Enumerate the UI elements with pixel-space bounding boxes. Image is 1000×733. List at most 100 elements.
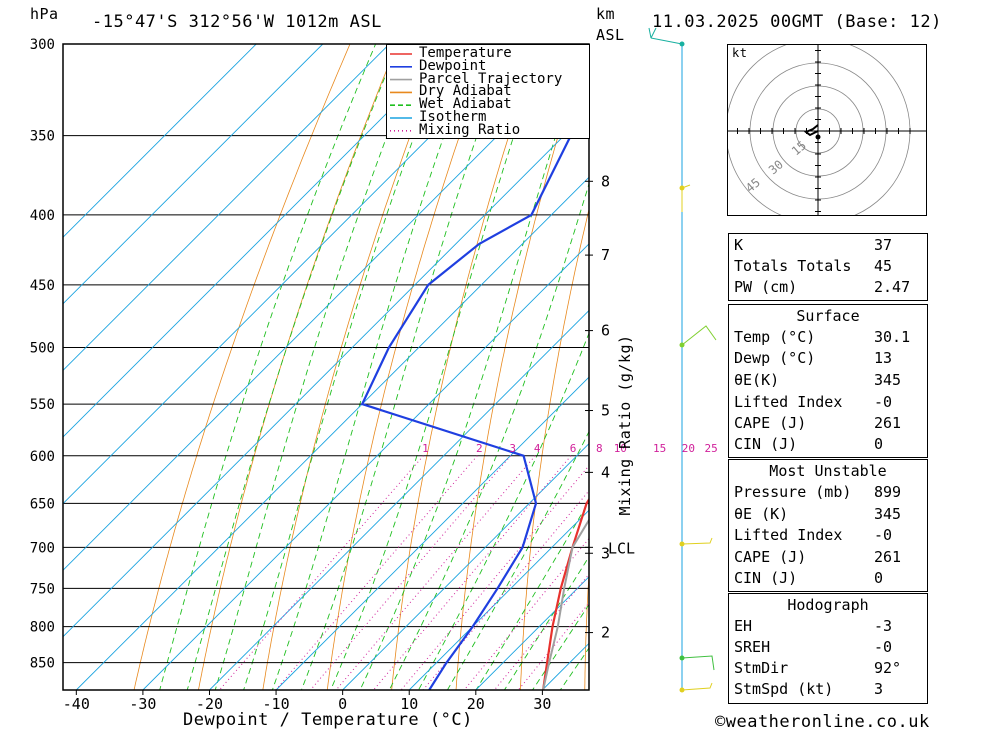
indices-hodograph: Hodograph EH -3 SREH -0 StmDir 92° StmSpd (… bbox=[728, 593, 928, 704]
wind-level-dot bbox=[679, 541, 685, 547]
indices-most-unstable: Most Unstable Pressure (mb) 899 θE (K) 345… bbox=[728, 459, 928, 592]
asl-label: ASL bbox=[596, 26, 625, 44]
pressure-tick-label: 400 bbox=[30, 208, 55, 224]
mixing-ratio-label: 15 bbox=[653, 442, 666, 455]
series-parcel-trajectory-line bbox=[542, 518, 589, 690]
index-value: 261 bbox=[874, 414, 902, 432]
km-tick-label: 7 bbox=[601, 246, 610, 264]
index-label: EH bbox=[734, 617, 753, 635]
x-tick-label: -30 bbox=[129, 695, 156, 713]
pressure-tick-label: 650 bbox=[30, 496, 55, 512]
pressure-tick-label: 550 bbox=[30, 397, 55, 413]
mixing-ratio-line bbox=[400, 464, 589, 690]
dry-adiabat bbox=[133, 44, 351, 690]
dry-adiabat bbox=[584, 568, 589, 690]
index-value: 37 bbox=[874, 236, 893, 254]
wet-adiabat bbox=[359, 44, 586, 690]
mixing-ratio-label: 20 bbox=[682, 442, 695, 455]
plot-frame bbox=[62, 43, 590, 691]
index-value: 899 bbox=[874, 483, 902, 501]
mixing-ratio-label: 4 bbox=[534, 442, 541, 455]
isotherm bbox=[63, 44, 324, 305]
mixing-ratio-line bbox=[517, 602, 589, 690]
isotherm bbox=[63, 44, 457, 438]
isotherm bbox=[75, 176, 589, 690]
km-tick-label: 4 bbox=[601, 463, 610, 481]
x-tick-label: -10 bbox=[263, 695, 290, 713]
legend-label: Parcel Trajectory bbox=[419, 70, 563, 87]
index-label: K bbox=[734, 236, 744, 254]
x-tick-label: 10 bbox=[400, 695, 418, 713]
index-label: CIN (J) bbox=[734, 569, 798, 587]
dry-adiabat bbox=[996, 44, 1000, 690]
mixing-ratio-label: 8 bbox=[596, 442, 603, 455]
x-tick-label: -40 bbox=[63, 695, 90, 713]
mixing-ratio-label: 10 bbox=[614, 442, 627, 455]
x-axis-title: Dewpoint / Temperature (°C) bbox=[183, 710, 473, 730]
copyright-link[interactable]: ©weatheronline.co.uk bbox=[715, 712, 930, 732]
index-value: -0 bbox=[874, 526, 893, 544]
hodograph-ring-label: 15 bbox=[789, 138, 809, 158]
legend-label: Mixing Ratio bbox=[419, 121, 521, 138]
wet-adiabat bbox=[388, 182, 589, 690]
mixing-ratio-label: 3 bbox=[509, 442, 516, 455]
wind-level-dot bbox=[679, 41, 685, 47]
legend-label: Isotherm bbox=[419, 109, 487, 125]
mixing-ratio-label: 6 bbox=[570, 442, 577, 455]
index-value: 3 bbox=[874, 680, 884, 698]
index-value: 30.1 bbox=[874, 328, 911, 346]
legend-label: Temperature bbox=[419, 45, 512, 61]
hodograph-ring-label: 30 bbox=[766, 157, 786, 177]
location-title: -15°47'S 312°56'W 1012m ASL bbox=[92, 12, 382, 32]
mixing-ratio-line bbox=[335, 455, 536, 690]
index-label: Lifted Index bbox=[734, 393, 843, 411]
index-value: 261 bbox=[874, 548, 902, 566]
mixing-ratio-line bbox=[373, 455, 572, 690]
mixing-ratio-label: 2 bbox=[476, 442, 483, 455]
isotherm bbox=[63, 44, 523, 505]
pressure-tick-label: 800 bbox=[30, 620, 55, 636]
index-value: 45 bbox=[874, 257, 893, 275]
isotherm bbox=[63, 44, 589, 571]
pressure-unit-label: hPa bbox=[30, 5, 59, 23]
isotherm bbox=[63, 110, 589, 638]
pressure-tick-label: 350 bbox=[30, 129, 55, 145]
wind-barb bbox=[648, 27, 683, 45]
dry-adiabat bbox=[649, 44, 728, 690]
index-label: Totals Totals bbox=[734, 257, 852, 275]
isotherm bbox=[342, 442, 589, 690]
dry-adiabat bbox=[455, 44, 587, 690]
hodograph-storm-motion bbox=[815, 134, 821, 140]
wet-adiabat bbox=[271, 44, 478, 690]
lcl-label: LCL bbox=[608, 539, 635, 557]
km-tick-label: 8 bbox=[601, 172, 610, 190]
isotherm bbox=[475, 576, 589, 690]
mixing-ratio-line bbox=[494, 573, 589, 690]
pressure-tick-label: 500 bbox=[30, 340, 55, 356]
index-value: 2.47 bbox=[874, 278, 911, 296]
index-value: 92° bbox=[874, 659, 902, 677]
isotherm bbox=[63, 44, 390, 372]
index-label: CAPE (J) bbox=[734, 548, 807, 566]
index-label: Dewp (°C) bbox=[734, 349, 816, 367]
isotherm bbox=[209, 309, 589, 690]
wind-barb bbox=[681, 682, 713, 691]
x-tick-label: -20 bbox=[196, 695, 223, 713]
index-label: SREH bbox=[734, 638, 771, 656]
isotherm bbox=[275, 376, 589, 690]
dry-adiabat bbox=[326, 44, 492, 690]
km-tick-label: 5 bbox=[601, 402, 610, 420]
index-label: StmDir bbox=[734, 659, 789, 677]
legend-label: Wet Adiabat bbox=[419, 96, 512, 113]
dry-adiabat bbox=[198, 44, 398, 690]
dry-adiabat bbox=[391, 44, 540, 690]
isotherm bbox=[63, 44, 257, 238]
isotherm bbox=[408, 509, 589, 690]
mixing-ratio-label: 25 bbox=[705, 442, 718, 455]
mixing-ratio-line bbox=[275, 455, 478, 690]
legend-label: Dry Adiabat bbox=[419, 83, 512, 100]
pressure-tick-label: 600 bbox=[30, 449, 55, 465]
wet-adiabat bbox=[214, 44, 424, 690]
pressure-tick-label: 300 bbox=[30, 37, 55, 53]
wet-adiabat bbox=[300, 44, 510, 690]
